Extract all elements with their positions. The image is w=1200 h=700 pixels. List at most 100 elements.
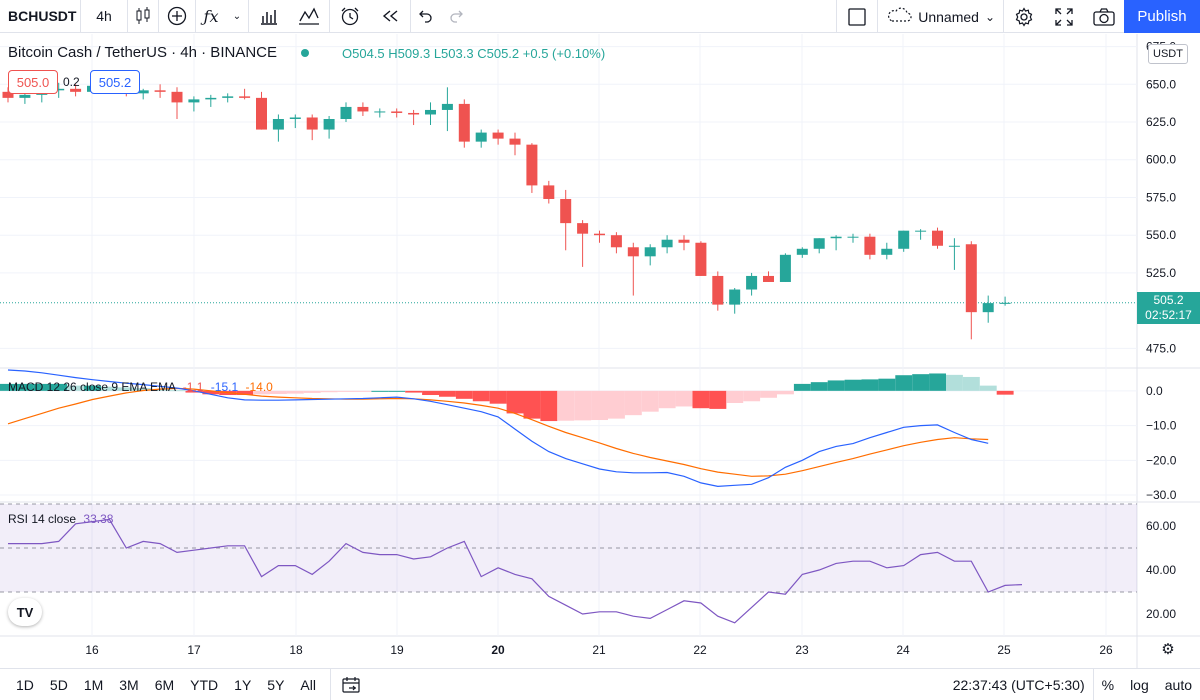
macd-histogram-bar	[523, 390, 541, 419]
fullscreen-icon[interactable]	[1044, 0, 1084, 33]
macd-histogram-bar	[253, 390, 270, 395]
candle-body	[543, 185, 555, 199]
macd-histogram-bar	[895, 375, 913, 391]
log-toggle[interactable]: log	[1130, 677, 1149, 693]
candles-icon[interactable]	[128, 0, 158, 33]
range-button-6m[interactable]: 6M	[154, 676, 175, 693]
range-button-all[interactable]: All	[300, 676, 316, 693]
divider	[248, 0, 249, 33]
range-button-1m[interactable]: 1M	[83, 676, 104, 693]
range-button-1y[interactable]: 1Y	[234, 676, 252, 693]
bar-chart-icon[interactable]	[249, 0, 289, 33]
candle-body	[222, 96, 234, 98]
time-axis-label: 26	[1099, 643, 1113, 657]
candle-body	[340, 106, 352, 119]
layout-name-button[interactable]: Unnamed ⌄	[878, 0, 1003, 33]
candle-body	[932, 230, 943, 246]
macd-histogram-bar	[33, 383, 51, 391]
date-range-group: 1D 5D 1M 3M 6M YTD 1Y 5Y All	[0, 669, 324, 700]
divider	[127, 0, 128, 33]
macd-histogram-bar	[726, 390, 744, 403]
candle-body	[188, 99, 200, 103]
macd-line-value: -15.1	[210, 380, 239, 394]
rsi-legend[interactable]: RSI 14 close 33.38	[8, 512, 113, 526]
add-indicator-icon[interactable]	[159, 0, 195, 33]
compare-icon[interactable]	[289, 0, 329, 33]
candle-body	[864, 236, 876, 255]
divider	[158, 0, 159, 33]
time-axis-label: 18	[289, 643, 303, 657]
macd-histogram-bar	[692, 390, 710, 409]
percent-toggle[interactable]: %	[1101, 677, 1115, 693]
rsi-value: 33.38	[83, 512, 114, 526]
range-button-ytd[interactable]: YTD	[190, 676, 219, 693]
candle-body	[813, 238, 825, 249]
macd-signal-value: -14.0	[245, 380, 273, 394]
range-button-3m[interactable]: 3M	[119, 676, 139, 693]
macd-histogram-bar	[422, 390, 439, 396]
camera-icon[interactable]	[1084, 0, 1124, 33]
tradingview-logo[interactable]: TV	[8, 598, 42, 626]
candle-body	[256, 97, 267, 130]
replay-icon[interactable]	[370, 0, 410, 33]
candle-body	[746, 275, 758, 290]
settings-gear-icon[interactable]	[1004, 0, 1044, 33]
symbol-legend[interactable]: Bitcoin Cash / TetherUS · 4h · BINANCE	[8, 44, 310, 61]
candle-body	[171, 91, 183, 103]
redo-icon[interactable]	[441, 0, 471, 33]
candle-body	[391, 111, 403, 113]
square-icon[interactable]	[837, 0, 877, 33]
alert-clock-icon[interactable]	[330, 0, 370, 33]
macd-histogram-bar	[371, 390, 389, 392]
candle-body	[306, 117, 318, 130]
cloud-icon	[886, 7, 912, 26]
macd-histogram-bar	[388, 390, 406, 392]
publish-button[interactable]: Publish	[1124, 0, 1200, 33]
candle-body	[898, 230, 910, 249]
macd-axis-label: −20.0	[1146, 453, 1177, 467]
divider	[1092, 669, 1094, 700]
candle-body	[509, 138, 521, 145]
range-button-5d[interactable]: 5D	[49, 676, 68, 693]
fx-icon[interactable]: ƒx	[203, 6, 219, 26]
chevron-down-icon[interactable]: ⌄	[232, 10, 242, 22]
undo-icon[interactable]	[411, 0, 441, 33]
candle-body	[594, 233, 605, 236]
candle-body	[881, 248, 893, 255]
macd-histogram-bar	[303, 390, 321, 393]
macd-axis-label: −10.0	[1146, 419, 1177, 433]
macd-histogram-bar	[84, 385, 101, 391]
currency-label[interactable]: USDT	[1148, 44, 1188, 64]
candle-body	[796, 248, 808, 255]
macd-legend[interactable]: MACD 12 26 close 9 EMA EMA -1.1 -15.1 -1…	[8, 380, 273, 394]
right-toolbar-group: Unnamed ⌄	[836, 0, 1124, 33]
candle-body	[695, 242, 707, 276]
price-axis-label: 475.0	[1146, 341, 1176, 355]
candle-body	[661, 239, 673, 248]
chart-canvas[interactable]: 1617181920212223242526675.0650.0625.0600…	[0, 34, 1200, 668]
rsi-axis-label: 40.00	[1146, 563, 1176, 577]
buy-button[interactable]: 505.2	[90, 70, 140, 94]
time-axis-label: 16	[85, 643, 99, 657]
symbol-description: Bitcoin Cash / TetherUS · 4h · BINANCE	[8, 44, 277, 61]
candle-body	[729, 289, 741, 305]
chart-settings-icon[interactable]: ⚙	[1161, 641, 1174, 658]
goto-date-icon[interactable]	[331, 669, 371, 700]
sell-button[interactable]: 505.0	[8, 70, 58, 94]
price-axis-label: 625.0	[1146, 115, 1176, 129]
clock-timezone[interactable]: 22:37:43 (UTC+5:30)	[952, 677, 1085, 693]
range-button-1d[interactable]: 1D	[16, 676, 34, 693]
auto-toggle[interactable]: auto	[1164, 677, 1192, 693]
macd-histogram-bar	[320, 390, 338, 393]
candle-body	[357, 106, 369, 112]
candle-body	[763, 275, 774, 282]
macd-histogram-bar	[709, 390, 727, 409]
time-axis-label: 17	[187, 643, 201, 657]
macd-histogram-bar	[912, 374, 930, 391]
range-button-5y[interactable]: 5Y	[267, 676, 285, 693]
candle-body	[53, 88, 65, 91]
interval-button[interactable]: 4h	[96, 8, 112, 24]
macd-histogram-bar	[168, 390, 186, 392]
symbol-search-button[interactable]: BCHUSDT	[8, 8, 77, 24]
candle-body	[458, 103, 470, 142]
